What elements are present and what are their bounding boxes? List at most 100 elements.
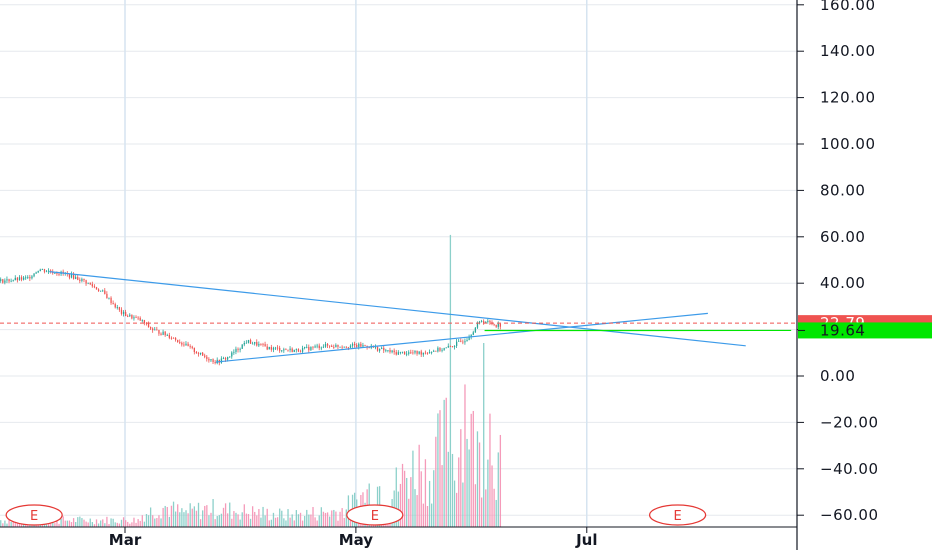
candle-body xyxy=(75,277,77,279)
candle-body xyxy=(58,274,60,275)
candle-body xyxy=(468,336,470,341)
candle-body xyxy=(428,352,431,354)
candle-body xyxy=(20,277,23,280)
earnings-marker-label: E xyxy=(30,509,38,524)
candle-body xyxy=(341,346,343,348)
candle-body xyxy=(122,312,125,314)
candle-body xyxy=(351,344,354,346)
volume-bar xyxy=(166,507,168,527)
y-tick-label: 80.00 xyxy=(820,181,865,199)
volume-bar xyxy=(339,511,341,527)
candle-body xyxy=(353,344,356,345)
candle-body xyxy=(147,323,150,327)
candle-body xyxy=(297,349,300,352)
volume-bar xyxy=(54,523,56,527)
price-tag-label: 19.64 xyxy=(820,321,865,339)
candle-body xyxy=(493,324,495,325)
volume-bar xyxy=(304,515,306,527)
volume-bar xyxy=(181,508,183,527)
volume-bar xyxy=(183,512,185,527)
candle-body xyxy=(158,329,160,334)
candle-body xyxy=(426,352,429,354)
candle-body xyxy=(333,346,335,348)
volume-bar xyxy=(58,523,60,527)
candle-body xyxy=(366,345,368,348)
candle-body xyxy=(195,351,198,354)
candle-body xyxy=(331,345,333,347)
candle-body xyxy=(164,331,166,336)
volume-bar xyxy=(447,451,449,527)
candle-body xyxy=(170,337,173,339)
candle-body xyxy=(274,347,277,349)
volume-bar xyxy=(256,515,258,527)
candle-body xyxy=(56,273,58,275)
candle-body xyxy=(293,349,295,352)
volume-bar xyxy=(320,507,322,527)
y-tick-label: 40.00 xyxy=(820,274,865,292)
volume-bar xyxy=(285,520,287,527)
volume-bar xyxy=(112,518,114,527)
trend-lines[interactable] xyxy=(49,271,792,363)
candle-body xyxy=(420,351,422,355)
volume-bar xyxy=(212,499,214,527)
volume-bar xyxy=(295,510,298,527)
candle-body xyxy=(189,346,191,347)
volume-bar xyxy=(2,523,4,527)
candle-body xyxy=(399,351,402,353)
candle-body xyxy=(462,341,464,343)
volume-bar xyxy=(466,438,468,527)
volume-bar xyxy=(168,516,171,527)
candle-body xyxy=(397,352,400,355)
candle-body xyxy=(16,277,19,281)
volume-bar xyxy=(458,457,460,527)
candle-body xyxy=(497,323,499,327)
candle-body xyxy=(435,350,437,352)
volume-bar xyxy=(260,517,262,527)
price-tag-background xyxy=(798,322,932,339)
candle-body xyxy=(324,344,327,347)
volume-bar xyxy=(137,519,139,527)
candle-body xyxy=(308,346,310,351)
volume-bar xyxy=(164,505,166,527)
candle-body xyxy=(68,273,71,278)
volume-bar xyxy=(218,515,220,527)
volume-bar xyxy=(299,512,302,527)
volume-bar xyxy=(316,520,318,527)
volume-bar xyxy=(281,510,283,527)
candle-body xyxy=(25,277,27,279)
volume-bar xyxy=(174,511,177,527)
y-tick-label: 140.00 xyxy=(820,42,876,60)
time-axis[interactable]: Mar May Jul xyxy=(109,527,598,549)
candle-body xyxy=(83,278,85,281)
x-tick-label: Mar xyxy=(109,531,142,549)
candle-body xyxy=(160,333,162,335)
volume-bar xyxy=(127,521,129,527)
y-tick-label: −60.00 xyxy=(820,506,879,524)
candle-body xyxy=(139,317,141,321)
candle-body xyxy=(127,316,129,317)
candle-body xyxy=(70,274,73,278)
candle-body xyxy=(199,352,202,355)
volume-bar xyxy=(10,521,12,527)
earnings-marker xyxy=(648,504,707,526)
volume-bar xyxy=(43,523,46,527)
earnings-marker xyxy=(346,504,404,526)
volume-bar xyxy=(449,234,452,527)
volume-bar xyxy=(224,503,227,527)
candle-body xyxy=(458,340,460,342)
volume-bar xyxy=(79,516,81,527)
candle-body xyxy=(389,349,391,353)
candle-body xyxy=(108,297,110,299)
candle-body xyxy=(97,289,100,292)
volume-bar xyxy=(249,518,252,527)
candle-body xyxy=(183,344,185,346)
candle-body xyxy=(391,350,393,353)
candle-body xyxy=(416,350,418,354)
volume-bar xyxy=(4,520,6,527)
candle-body xyxy=(478,321,481,324)
candle-body xyxy=(81,278,83,281)
volume-bar xyxy=(156,518,158,527)
volume-bar xyxy=(272,512,275,527)
